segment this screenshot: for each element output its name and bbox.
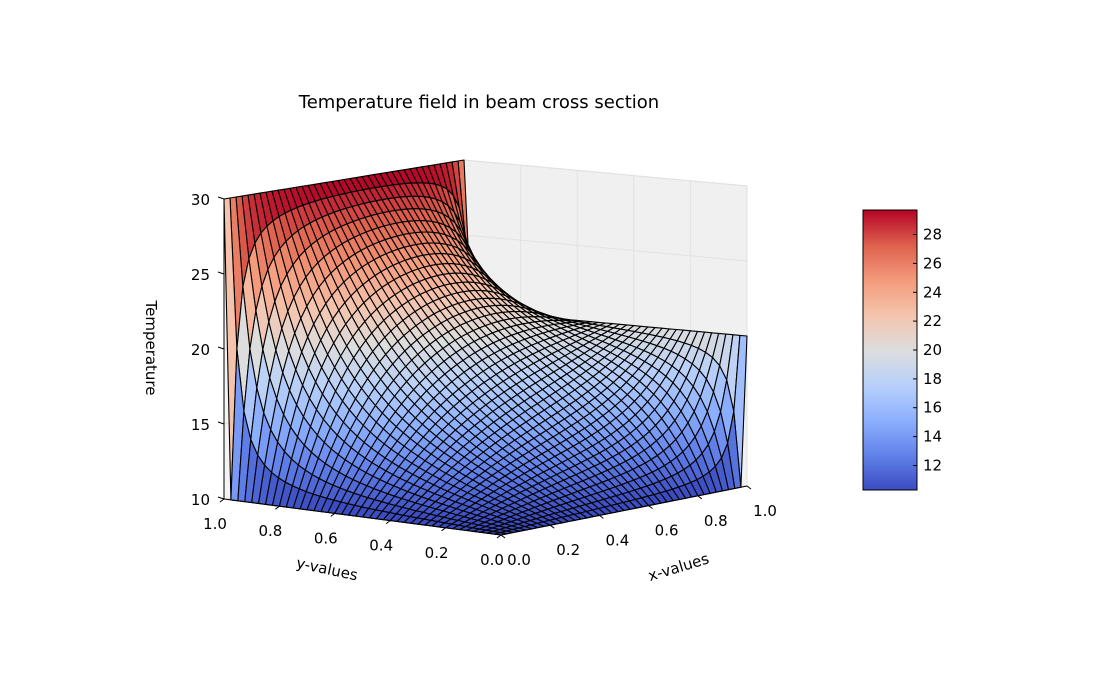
z-tick-label: 10 xyxy=(191,491,210,509)
y-tick-label: 0.2 xyxy=(425,544,449,562)
x-tick-mark xyxy=(648,505,653,510)
y-tick-label: 0.8 xyxy=(258,522,282,540)
chart-title: Temperature field in beam cross section xyxy=(298,92,659,113)
surface-plot xyxy=(223,159,748,536)
z-tick-mark xyxy=(217,196,225,200)
x-tick-mark xyxy=(500,534,506,539)
colorbar-tick-label: 24 xyxy=(923,283,942,301)
z-tick-label: 25 xyxy=(191,266,210,284)
z-tick-mark xyxy=(217,421,225,425)
x-tick-mark xyxy=(549,524,555,529)
x-tick-label: 0.8 xyxy=(704,512,728,530)
x-axis-label: x-values xyxy=(646,549,711,585)
y-tick-mark xyxy=(219,498,225,503)
y-axis-line xyxy=(223,498,502,536)
x-tick-label: 1.0 xyxy=(753,502,777,520)
colorbar-tick-label: 26 xyxy=(923,254,942,272)
z-tick-label: 30 xyxy=(191,191,210,209)
z-tick-mark xyxy=(217,346,225,350)
z-tick-label: 15 xyxy=(191,416,210,434)
colorbar-ticks: 12 14 16 18 20 22 24 26 28 xyxy=(913,226,942,475)
y-tick-mark xyxy=(330,513,336,517)
y-tick-label: 0.4 xyxy=(369,537,393,555)
y-tick-mark xyxy=(496,534,502,539)
z-tick-mark xyxy=(217,271,225,275)
colorbar-tick-label: 18 xyxy=(923,370,942,388)
x-tick-label: 0.0 xyxy=(507,551,531,569)
y-tick-mark xyxy=(441,527,446,532)
y-tick-label: 0.6 xyxy=(314,529,338,547)
colorbar-tick-label: 22 xyxy=(923,312,942,330)
gridline-z-wall-x xyxy=(463,159,748,187)
z-tick-mark xyxy=(217,496,225,500)
axes-ticks: 0.0 0.2 0.4 0.6 0.8 1.0 0.0 0.2 0.4 0.6 0.8 1.0 10 15… xyxy=(191,191,777,569)
y-tick-mark xyxy=(275,505,280,510)
y-tick-label: 0.0 xyxy=(480,551,504,569)
z-axis-label: Temperature xyxy=(142,299,160,395)
colorbar xyxy=(862,209,918,491)
y-tick-mark xyxy=(385,520,391,524)
x-axis-line xyxy=(500,485,748,536)
colorbar-tick-label: 14 xyxy=(923,428,942,446)
colorbar-tick-label: 28 xyxy=(923,226,942,244)
x-tick-label: 0.2 xyxy=(556,541,580,559)
x-tick-mark xyxy=(746,485,752,490)
colorbar-tick-label: 20 xyxy=(923,341,942,359)
gridline-z-wall-x xyxy=(463,234,748,262)
x-tick-label: 0.4 xyxy=(605,531,629,549)
z-tick-label: 20 xyxy=(191,341,210,359)
y-axis-label: y-values xyxy=(295,554,360,585)
y-tick-label: 1.0 xyxy=(203,515,227,533)
x-tick-label: 0.6 xyxy=(655,522,679,540)
colorbar-tick-label: 12 xyxy=(923,457,942,475)
colorbar-tick-label: 16 xyxy=(923,399,942,417)
x-tick-mark xyxy=(697,495,703,500)
x-tick-mark xyxy=(599,515,604,519)
